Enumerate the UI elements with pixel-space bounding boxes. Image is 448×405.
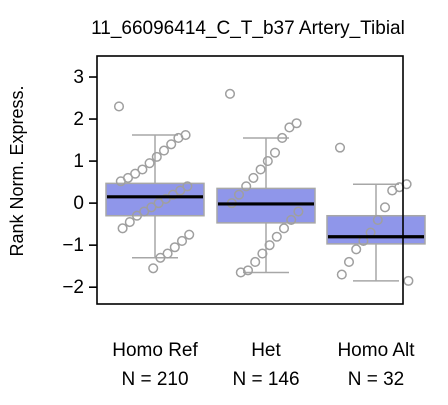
data-point	[144, 158, 155, 169]
y-tick-label: −2	[62, 277, 84, 298]
data-point	[166, 139, 177, 150]
data-point	[130, 168, 141, 179]
plot-frame	[96, 55, 404, 305]
axis-layer: 3 2 1 0 −1 −2	[62, 55, 404, 305]
category-label: Homo Ref	[112, 340, 198, 361]
data-point	[155, 252, 166, 263]
data-point	[235, 267, 246, 278]
y-tick-label: 2	[73, 109, 84, 130]
data-point	[262, 156, 273, 167]
chart-title: 11_66096414_C_T_b37 Artery_Tibial	[91, 18, 405, 39]
data-point	[403, 275, 414, 286]
data-point	[224, 88, 236, 99]
data-point	[286, 214, 297, 225]
data-point	[117, 223, 128, 234]
data-point	[169, 242, 180, 253]
data-point	[387, 185, 398, 196]
plot-layer	[105, 88, 426, 286]
data-point	[372, 214, 383, 225]
label-layer: Homo Ref N = 210 Het N = 146 Homo Alt N = 32	[112, 340, 415, 390]
category-label: Homo Alt	[337, 340, 415, 361]
data-point	[269, 147, 281, 158]
data-point	[351, 244, 362, 255]
y-tick-label: 0	[73, 193, 84, 214]
data-point	[264, 240, 275, 251]
count-label: N = 32	[348, 369, 405, 390]
corner-decoration: ʺ	[436, 0, 446, 4]
box-2	[326, 214, 426, 245]
data-point	[255, 164, 266, 175]
data-point	[336, 269, 347, 280]
data-point	[124, 216, 135, 228]
data-point	[115, 176, 126, 187]
data-point	[162, 248, 173, 259]
data-point	[167, 189, 179, 200]
data-point	[248, 172, 259, 183]
y-tick-label: 1	[73, 151, 84, 172]
data-point	[173, 132, 184, 144]
data-point	[241, 181, 252, 192]
count-label: N = 146	[232, 369, 299, 390]
data-point	[153, 198, 164, 209]
data-point	[334, 142, 346, 153]
data-point	[158, 145, 170, 156]
data-point	[233, 189, 245, 200]
data-point	[182, 181, 193, 192]
data-point	[277, 132, 288, 144]
data-point	[250, 256, 261, 268]
data-point	[184, 229, 195, 240]
data-point	[242, 265, 254, 276]
data-point	[146, 202, 157, 213]
y-tick-label: 3	[73, 67, 84, 88]
data-point	[278, 223, 290, 234]
category-label: Het	[251, 340, 281, 361]
data-point	[113, 101, 125, 112]
data-point	[137, 164, 148, 175]
data-point	[131, 210, 143, 221]
data-point	[343, 256, 355, 268]
data-point	[160, 193, 171, 204]
data-point	[271, 231, 282, 242]
box-1	[216, 187, 316, 224]
y-tick-label: −1	[62, 235, 84, 256]
box-0	[105, 182, 205, 217]
data-point	[379, 202, 391, 213]
data-point	[284, 122, 295, 133]
data-point	[148, 263, 159, 274]
count-label: N = 210	[121, 369, 188, 390]
data-point	[176, 235, 188, 246]
data-point	[139, 206, 150, 217]
data-point	[257, 248, 268, 259]
y-axis-label: Rank Norm. Express.	[7, 85, 27, 256]
data-point	[291, 118, 302, 129]
data-point	[175, 185, 186, 196]
data-point	[293, 206, 304, 217]
data-point	[151, 151, 162, 162]
